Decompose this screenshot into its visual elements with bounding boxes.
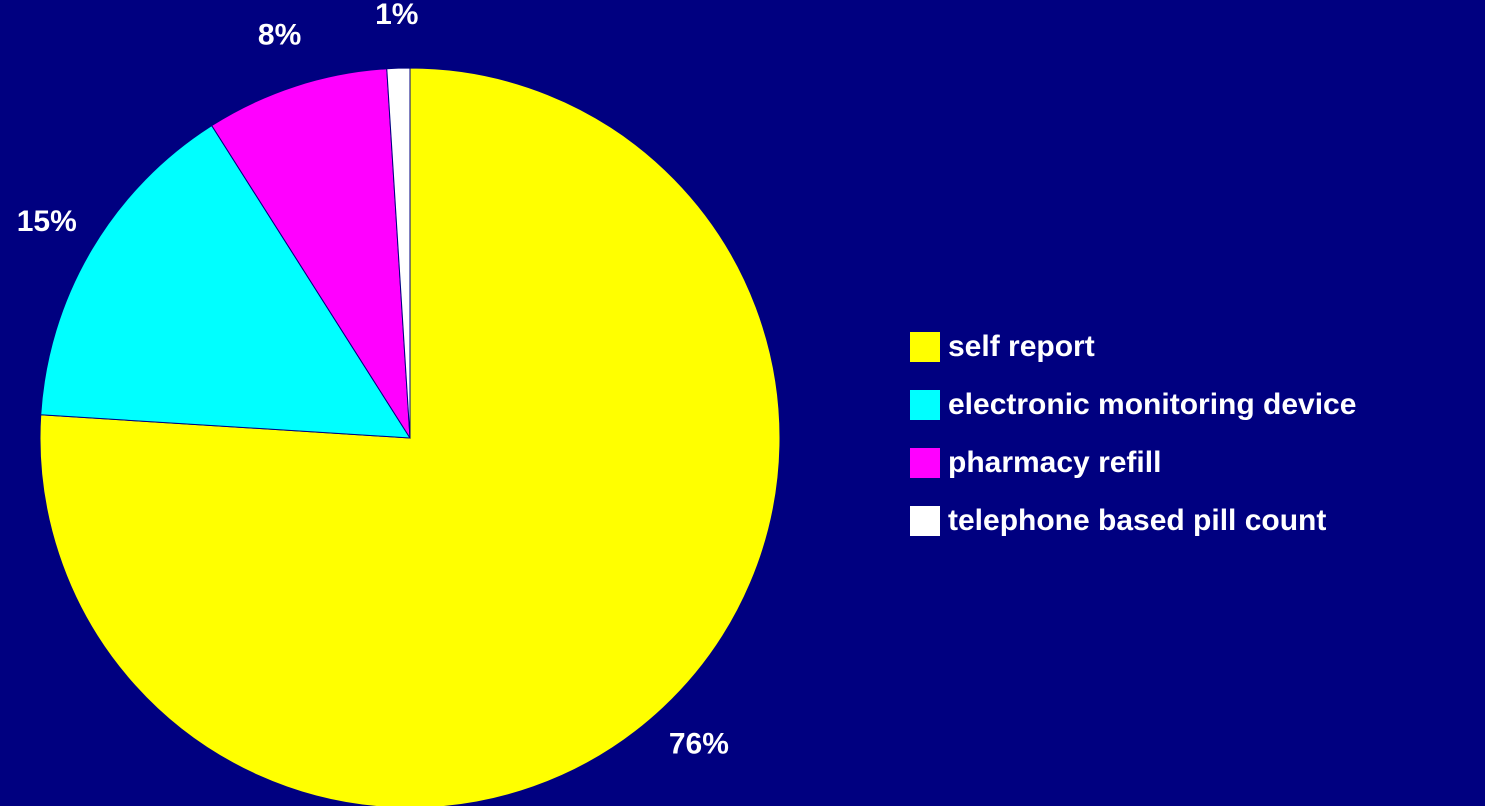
legend-swatch (910, 332, 940, 362)
pie-slice-self-report (39, 67, 781, 806)
legend-label: pharmacy refill (948, 446, 1162, 479)
data-label-telephone-based-pill-count: 1% (375, 0, 418, 31)
pie-slice-electronic-monitoring-device (40, 124, 411, 439)
legend-item-self-report: self report (910, 326, 1356, 368)
legend-label: electronic monitoring device (948, 388, 1357, 421)
data-label-electronic-monitoring-device: 15% (17, 205, 77, 238)
pie-data-labels: 76% 15% 8% 1% (17, 0, 729, 761)
legend-item-electronic-monitoring-device: electronic monitoring device (910, 384, 1356, 426)
legend-item-telephone-based-pill-count: telephone based pill count (910, 500, 1356, 542)
data-label-pharmacy-refill: 8% (258, 19, 301, 52)
legend-label: telephone based pill count (948, 504, 1327, 537)
data-label-self-report: 76% (669, 728, 729, 761)
legend-item-pharmacy-refill: pharmacy refill (910, 442, 1356, 484)
legend-swatch (910, 506, 940, 536)
pie-slice-pharmacy-refill (211, 68, 411, 439)
chart-legend: self report electronic monitoring device… (910, 326, 1356, 558)
legend-label: self report (948, 330, 1095, 363)
pie-slices (39, 67, 781, 806)
legend-swatch (910, 448, 940, 478)
legend-swatch (910, 390, 940, 420)
pie-slice-telephone-based-pill-count (386, 67, 411, 439)
